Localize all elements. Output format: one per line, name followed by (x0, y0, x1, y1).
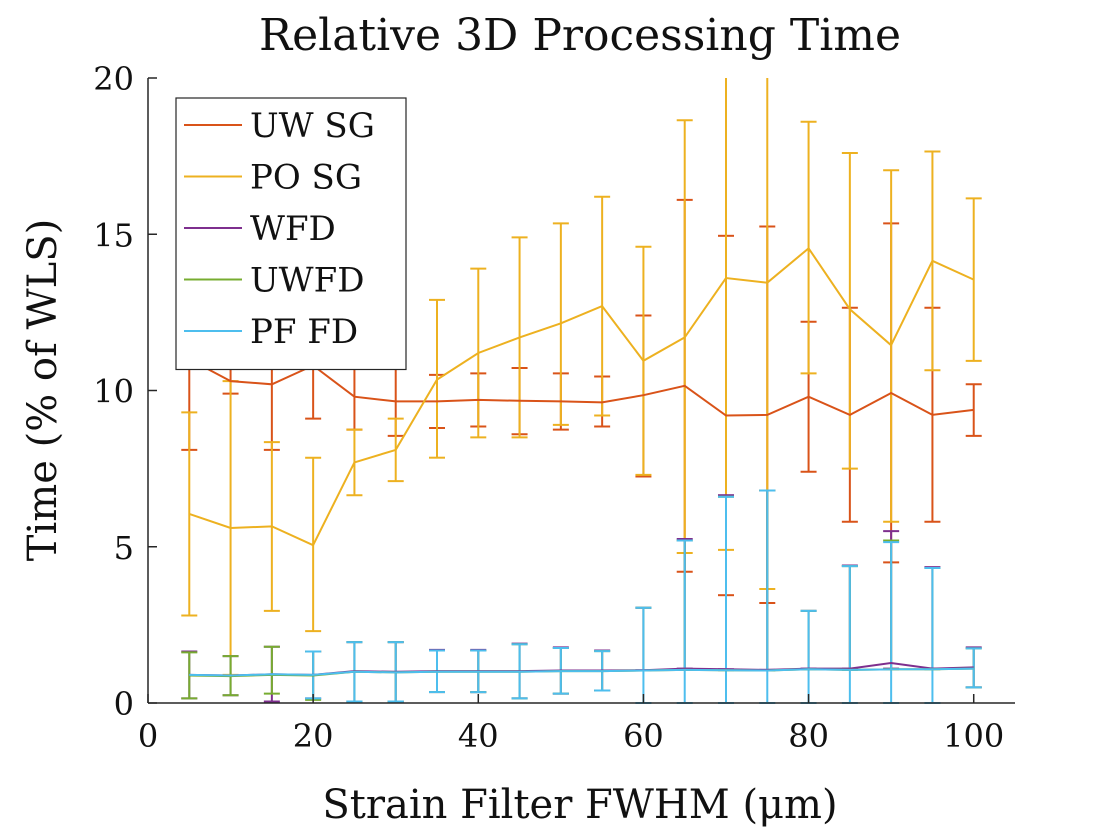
legend-label: PO SG (250, 158, 362, 198)
legend-item-pf-fd: PF FD (184, 312, 358, 352)
y-tick-label: 0 (114, 685, 134, 723)
series-line-uw-sg (188, 358, 974, 417)
legend-box (175, 97, 407, 371)
legend-item-uw-sg: UW SG (184, 106, 375, 146)
y-axis-label: Time (% of WLS) (20, 219, 66, 561)
x-axis-label: Strain Filter FWHM (μm) (322, 782, 837, 828)
axes: 0 20 40 60 80 100 0 5 10 15 20 (93, 60, 1015, 755)
series-line-po-sg (188, 246, 975, 547)
series-line-pf-fd (189, 667, 974, 677)
x-tick-label: 0 (138, 717, 158, 755)
legend-label: UWFD (250, 261, 364, 301)
error-bar-po-sg (181, 411, 198, 617)
error-bar-uwfd (263, 645, 280, 695)
series-lines (188, 246, 975, 678)
y-tick-label: 5 (114, 529, 134, 567)
chart-title: Relative 3D Processing Time (259, 10, 901, 61)
legend-item-uwfd: UWFD (184, 261, 364, 301)
x-tick-label: 80 (788, 717, 829, 755)
legend-label: PF FD (250, 312, 358, 352)
error-bar-pf-fd (965, 647, 982, 689)
error-bar-po-sg (841, 152, 858, 470)
x-tick-label: 40 (458, 717, 499, 755)
legend-item-po-sg: PO SG (184, 158, 362, 198)
legend-item-wfd: WFD (184, 209, 336, 249)
error-bar-uwfd (181, 651, 198, 700)
legend-label: WFD (250, 209, 336, 249)
y-tick-label: 20 (93, 60, 134, 98)
x-tick-label: 60 (623, 717, 664, 755)
y-tick-label: 10 (93, 373, 134, 411)
legend-label: UW SG (250, 106, 375, 146)
x-tick-label: 100 (943, 717, 1004, 755)
legend: UW SG PO SG WFD UWFD PF FD (175, 97, 407, 371)
x-tick-label: 20 (293, 717, 334, 755)
y-tick-label: 15 (93, 216, 134, 254)
